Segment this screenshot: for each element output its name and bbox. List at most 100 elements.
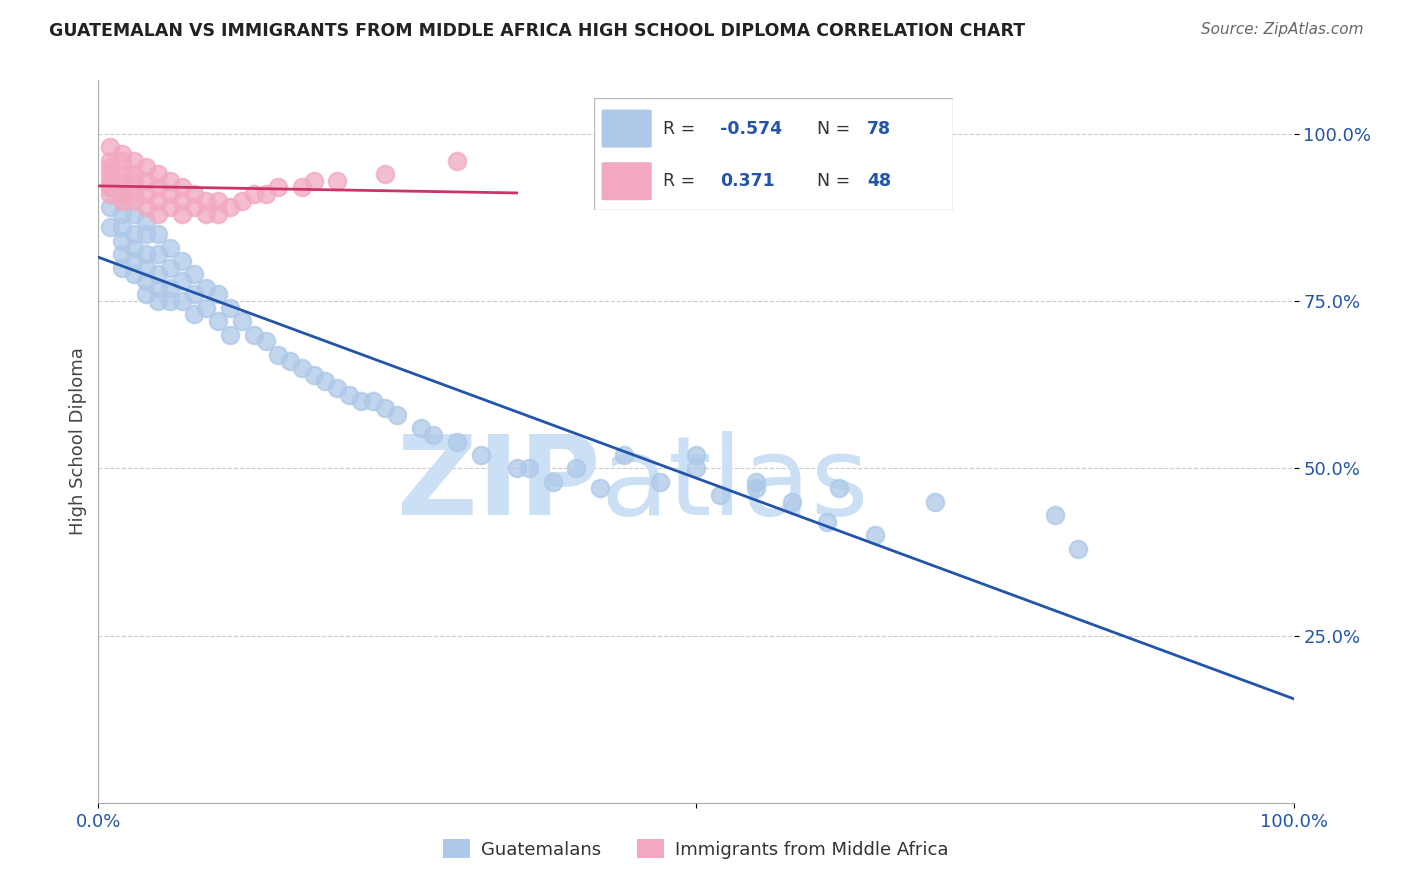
Point [111, 173, 134, 188]
Point [326, 173, 349, 188]
Point [124, 241, 146, 255]
Point [111, 207, 134, 221]
Point [302, 173, 325, 188]
Point [183, 187, 205, 202]
Point [363, 394, 385, 409]
Point [98, 161, 122, 175]
Point [148, 227, 170, 242]
Point [159, 173, 181, 188]
Point [124, 227, 146, 242]
Point [207, 207, 229, 221]
Point [278, 354, 301, 368]
Point [111, 167, 134, 181]
Point [98, 140, 122, 154]
Point [98, 153, 122, 168]
Point [111, 220, 134, 235]
Point [172, 294, 194, 309]
Point [98, 180, 122, 194]
Point [446, 434, 468, 449]
Text: Source: ZipAtlas.com: Source: ZipAtlas.com [1201, 22, 1364, 37]
Point [470, 448, 492, 462]
Point [685, 461, 707, 475]
Point [98, 167, 122, 181]
Point [172, 180, 194, 194]
Point [541, 475, 564, 489]
Point [148, 194, 170, 208]
Point [183, 307, 205, 322]
Point [267, 348, 290, 362]
Point [815, 515, 838, 529]
Point [124, 153, 146, 168]
Point [219, 301, 242, 315]
Point [195, 301, 218, 315]
Point [124, 207, 146, 221]
Point [111, 187, 134, 202]
Point [159, 260, 181, 275]
Point [745, 475, 768, 489]
Point [148, 247, 170, 261]
Point [124, 167, 146, 181]
Point [111, 194, 134, 208]
Point [98, 220, 122, 235]
Point [135, 214, 157, 228]
Point [613, 448, 636, 462]
Point [135, 247, 157, 261]
Text: atlas: atlas [600, 432, 869, 539]
Point [1043, 508, 1066, 523]
Point [865, 528, 887, 542]
Point [302, 368, 325, 382]
Point [517, 461, 540, 475]
Point [685, 448, 707, 462]
Point [411, 421, 433, 435]
Point [709, 488, 731, 502]
Point [745, 482, 768, 496]
Point [159, 281, 181, 295]
Point [148, 281, 170, 295]
Point [124, 254, 146, 268]
Point [135, 287, 157, 301]
Point [159, 294, 181, 309]
Point [135, 187, 157, 202]
Point [124, 194, 146, 208]
Point [291, 361, 314, 376]
Point [924, 494, 946, 508]
Point [111, 247, 134, 261]
Point [135, 260, 157, 275]
Point [589, 482, 612, 496]
Point [98, 201, 122, 215]
Point [207, 314, 229, 328]
Text: GUATEMALAN VS IMMIGRANTS FROM MIDDLE AFRICA HIGH SCHOOL DIPLOMA CORRELATION CHAR: GUATEMALAN VS IMMIGRANTS FROM MIDDLE AFR… [49, 22, 1025, 40]
Point [207, 194, 229, 208]
Point [231, 194, 253, 208]
Point [111, 187, 134, 202]
Point [648, 475, 672, 489]
Point [446, 153, 468, 168]
Point [172, 274, 194, 288]
Point [243, 187, 266, 202]
Point [135, 161, 157, 175]
Point [267, 180, 290, 194]
Point [219, 201, 242, 215]
Point [183, 268, 205, 282]
Point [159, 241, 181, 255]
Point [124, 187, 146, 202]
Point [124, 173, 146, 188]
Point [254, 187, 277, 202]
Point [159, 201, 181, 215]
Point [195, 194, 218, 208]
Point [385, 408, 409, 422]
Text: ZIP: ZIP [396, 432, 600, 539]
Point [231, 314, 253, 328]
Point [98, 173, 122, 188]
Point [339, 387, 361, 401]
Point [326, 381, 349, 395]
Point [135, 173, 157, 188]
Point [135, 201, 157, 215]
Point [315, 375, 337, 389]
Point [254, 334, 277, 349]
Point [219, 327, 242, 342]
Point [111, 260, 134, 275]
Point [172, 207, 194, 221]
Point [422, 427, 444, 442]
Point [98, 180, 122, 194]
